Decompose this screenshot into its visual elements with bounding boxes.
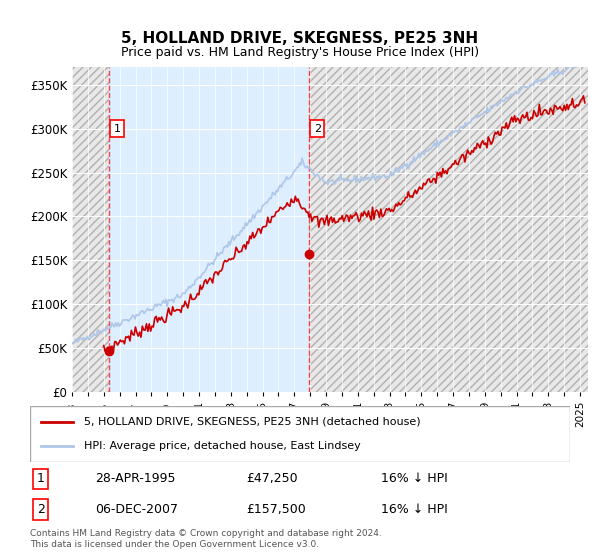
Bar [309, 67, 588, 392]
FancyBboxPatch shape [30, 406, 570, 462]
Text: HPI: Average price, detached house, East Lindsey: HPI: Average price, detached house, East… [84, 441, 361, 451]
Text: 1: 1 [37, 472, 45, 486]
Text: 16% ↓ HPI: 16% ↓ HPI [381, 472, 448, 486]
Bar [309, 67, 588, 392]
Text: 5, HOLLAND DRIVE, SKEGNESS, PE25 3NH: 5, HOLLAND DRIVE, SKEGNESS, PE25 3NH [121, 31, 479, 46]
Bar [72, 67, 109, 392]
Text: Contains HM Land Registry data © Crown copyright and database right 2024.
This d: Contains HM Land Registry data © Crown c… [30, 529, 382, 549]
Text: 2: 2 [314, 124, 321, 134]
Text: 1: 1 [113, 124, 121, 134]
Text: 5, HOLLAND DRIVE, SKEGNESS, PE25 3NH (detached house): 5, HOLLAND DRIVE, SKEGNESS, PE25 3NH (de… [84, 417, 421, 427]
Text: 2: 2 [37, 503, 45, 516]
Bar [72, 67, 109, 392]
Text: 06-DEC-2007: 06-DEC-2007 [95, 503, 178, 516]
Text: 16% ↓ HPI: 16% ↓ HPI [381, 503, 448, 516]
Bar [109, 67, 309, 392]
Text: 28-APR-1995: 28-APR-1995 [95, 472, 175, 486]
Text: £157,500: £157,500 [246, 503, 306, 516]
Text: £47,250: £47,250 [246, 472, 298, 486]
Text: Price paid vs. HM Land Registry's House Price Index (HPI): Price paid vs. HM Land Registry's House … [121, 46, 479, 59]
